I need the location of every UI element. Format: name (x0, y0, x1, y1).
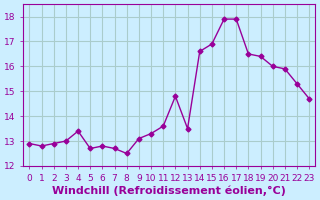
X-axis label: Windchill (Refroidissement éolien,°C): Windchill (Refroidissement éolien,°C) (52, 185, 286, 196)
